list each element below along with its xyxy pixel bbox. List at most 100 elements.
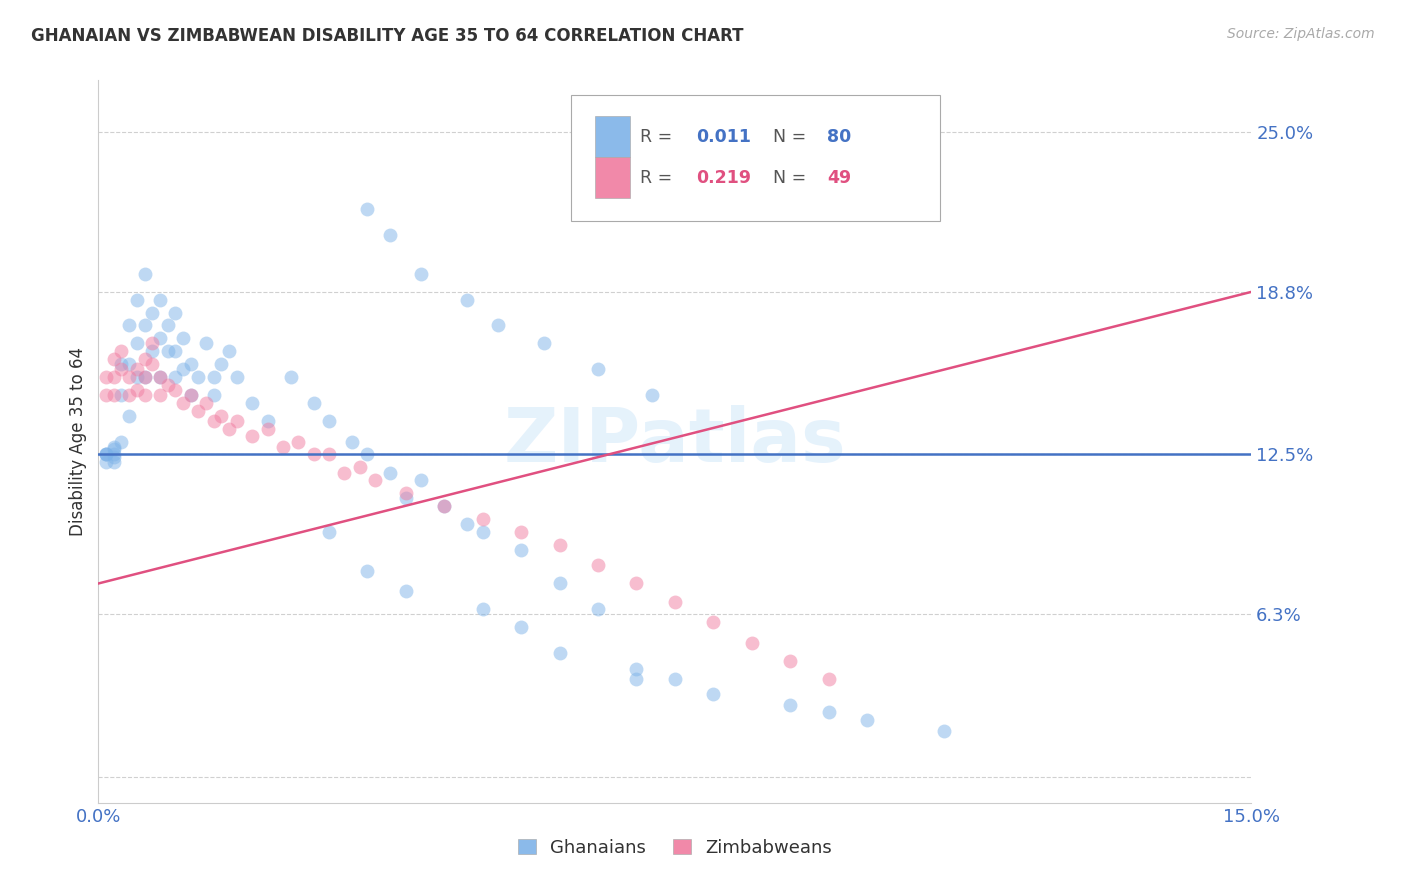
Point [149, 331, 172, 345]
Point [125, 293, 148, 307]
Point [641, 388, 664, 402]
Point [110, 344, 132, 359]
Text: GHANAIAN VS ZIMBABWEAN DISABILITY AGE 35 TO 64 CORRELATION CHART: GHANAIAN VS ZIMBABWEAN DISABILITY AGE 35… [31, 27, 744, 45]
Point [349, 460, 371, 475]
Point [195, 396, 218, 410]
Point [202, 414, 225, 428]
Point [118, 409, 141, 423]
Point [165, 383, 187, 397]
Point [94, 388, 117, 402]
Point [510, 542, 533, 557]
Text: 49: 49 [827, 169, 851, 186]
Point [141, 336, 163, 351]
Point [156, 318, 179, 333]
Point [134, 370, 156, 384]
Point [94, 447, 117, 461]
Point [187, 403, 209, 417]
Point [318, 414, 340, 428]
Point [209, 409, 232, 423]
Point [356, 447, 378, 461]
FancyBboxPatch shape [595, 116, 630, 157]
Point [364, 473, 387, 487]
Point [302, 396, 325, 410]
Point [271, 440, 294, 454]
Point [103, 370, 125, 384]
FancyBboxPatch shape [595, 157, 630, 198]
Point [932, 723, 955, 738]
Point [149, 293, 172, 307]
Point [240, 396, 263, 410]
Point [486, 318, 509, 333]
Point [165, 305, 187, 319]
Text: Source: ZipAtlas.com: Source: ZipAtlas.com [1227, 27, 1375, 41]
Point [510, 524, 533, 539]
Point [256, 422, 278, 436]
Point [180, 388, 202, 402]
Point [318, 524, 340, 539]
Point [664, 594, 686, 608]
Point [626, 672, 648, 686]
Point [141, 305, 163, 319]
Text: N =: N = [773, 128, 811, 145]
Point [180, 357, 202, 371]
Point [411, 267, 433, 281]
Point [118, 370, 141, 384]
Point [156, 377, 179, 392]
Point [664, 672, 686, 686]
Point [103, 442, 125, 457]
Point [287, 434, 309, 449]
Point [456, 517, 478, 532]
Point [172, 362, 194, 376]
Point [103, 447, 125, 461]
Point [125, 383, 148, 397]
Point [149, 370, 172, 384]
Point [471, 512, 494, 526]
Point [103, 388, 125, 402]
Text: ZIPatlas: ZIPatlas [503, 405, 846, 478]
Point [741, 636, 763, 650]
Point [456, 293, 478, 307]
Point [548, 576, 571, 591]
Point [626, 576, 648, 591]
Point [125, 370, 148, 384]
Point [240, 429, 263, 443]
Point [134, 388, 156, 402]
Point [165, 344, 187, 359]
Point [626, 662, 648, 676]
Point [103, 440, 125, 454]
Point [586, 362, 609, 376]
Point [134, 267, 156, 281]
Point [195, 336, 218, 351]
Point [702, 687, 724, 701]
Point [141, 357, 163, 371]
Point [256, 414, 278, 428]
Point [110, 434, 132, 449]
Point [103, 351, 125, 366]
Point [110, 388, 132, 402]
Text: R =: R = [640, 128, 678, 145]
Point [302, 447, 325, 461]
Text: R =: R = [640, 169, 678, 186]
Point [395, 491, 418, 506]
Point [817, 706, 839, 720]
Point [586, 602, 609, 616]
Point [510, 620, 533, 634]
Point [134, 370, 156, 384]
Point [187, 370, 209, 384]
Text: N =: N = [773, 169, 811, 186]
Point [149, 388, 172, 402]
Point [318, 447, 340, 461]
Text: 80: 80 [827, 128, 851, 145]
Point [856, 713, 879, 727]
Point [165, 370, 187, 384]
Point [380, 466, 402, 480]
Point [218, 422, 240, 436]
Point [172, 396, 194, 410]
Point [702, 615, 724, 630]
Point [110, 357, 132, 371]
Point [125, 362, 148, 376]
Point [548, 646, 571, 660]
Point [94, 447, 117, 461]
Point [149, 370, 172, 384]
Point [218, 344, 240, 359]
